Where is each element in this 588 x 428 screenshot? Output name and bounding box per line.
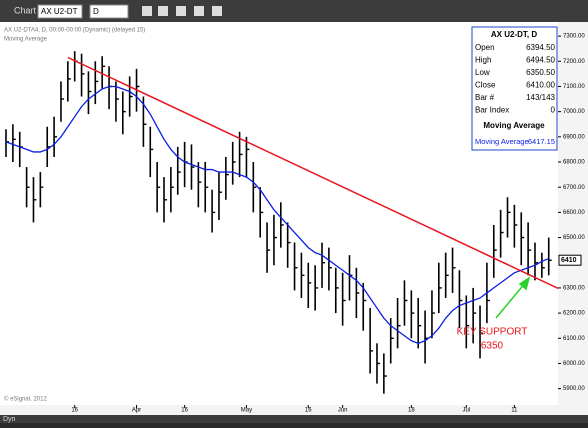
- plot-area: [0, 22, 558, 405]
- chart-subtitle: Moving Average: [4, 37, 48, 43]
- data-window-value: 6494.50: [526, 56, 555, 65]
- footer: Dyn: [3, 416, 16, 423]
- trendline: [67, 56, 558, 290]
- symbol: AX U2-DT: [41, 7, 78, 16]
- x-tick-label: 16: [181, 408, 188, 414]
- data-window: AX U2-DT, D Open 6394.50 High 6494.50 Low 6350…: [471, 26, 558, 151]
- toolbar-icons: [142, 6, 222, 16]
- x-tick-label: 16: [71, 408, 78, 414]
- data-window-value: 6417.15: [528, 137, 555, 146]
- data-window-value: 0: [551, 106, 556, 115]
- data-window-value: 6350.50: [526, 68, 555, 77]
- data-window-key: Close: [475, 81, 496, 90]
- moving-average-line: [5, 85, 549, 344]
- data-window-key: Low: [475, 68, 490, 77]
- y-tick-label: 7100.00: [563, 84, 585, 90]
- last-price-label: 6410: [561, 257, 577, 264]
- annotation: KEY SUPPORT: [457, 327, 528, 338]
- annotation: 6350: [481, 341, 504, 352]
- data-window-key: Moving Average: [475, 137, 529, 146]
- data-window-title: AX U2-DT, D: [491, 30, 537, 39]
- x-tick-label: Jul: [462, 408, 470, 414]
- data-window-key: High: [475, 56, 491, 65]
- y-tick-label: 6700.00: [563, 185, 585, 191]
- y-tick-label: 6300.00: [563, 285, 585, 291]
- status-bar: [0, 415, 588, 423]
- y-tick-label: 6600.00: [563, 210, 585, 216]
- x-tick-label: May: [241, 408, 252, 414]
- x-tick-label: 11: [511, 408, 518, 414]
- y-tick-label: 7200.00: [563, 59, 585, 65]
- interval-box[interactable]: [89, 4, 129, 19]
- time-axis: [0, 405, 558, 415]
- copyright: © eSignal, 2012: [4, 396, 47, 403]
- y-tick-label: 6500.00: [563, 235, 585, 241]
- plot: [5, 51, 558, 394]
- y-tick-label: 7300.00: [563, 34, 585, 40]
- interval: D: [93, 7, 99, 16]
- toolbar: [0, 0, 588, 22]
- data-window-key: Bar #: [475, 93, 495, 102]
- y-tick-label: 7000.00: [563, 109, 585, 115]
- data-window-value: 6394.50: [526, 43, 555, 52]
- data-window-value: 143/143: [526, 93, 555, 102]
- support-arrow: [495, 276, 531, 319]
- x-tick-label: 18: [408, 408, 415, 414]
- symbol-box[interactable]: [37, 4, 83, 19]
- x-tick-label: 16: [305, 408, 312, 414]
- window-title: Chart: [14, 5, 37, 15]
- y-tick-label: 6100.00: [563, 336, 585, 342]
- data-window-key: Open: [475, 43, 495, 52]
- y-tick-label: 6000.00: [563, 361, 585, 367]
- x-tick-label: Apr: [132, 408, 141, 414]
- y-tick-label: 6200.00: [563, 311, 585, 317]
- y-tick-label: 5900.00: [563, 386, 585, 392]
- data-window-section: Moving Average: [483, 121, 545, 130]
- last-price-box: [558, 254, 582, 266]
- chart-title: AX U2-DTA4, D, 00:00-00:00 (Dynamic) (de…: [4, 28, 145, 34]
- data-window-box: [471, 26, 558, 151]
- y-tick-label: 6900.00: [563, 134, 585, 140]
- data-window-key: Bar Index: [475, 106, 509, 115]
- price-axis: [558, 22, 588, 415]
- y-tick-label: 6800.00: [563, 160, 585, 166]
- data-window-value: 6410.00: [526, 81, 555, 90]
- x-tick-label: Jun: [338, 408, 348, 414]
